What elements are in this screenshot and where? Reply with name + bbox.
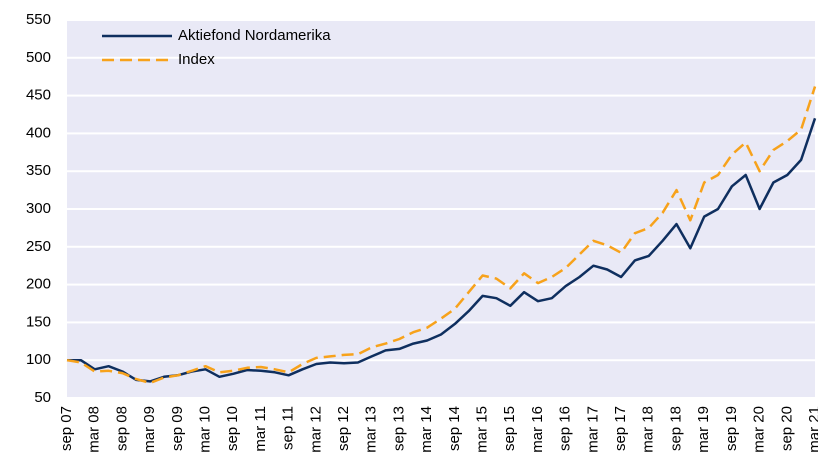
x-tick-label: sep 14 [446,406,463,451]
x-tick-label: sep 08 [113,406,130,451]
x-tick-label: mar 20 [751,406,768,453]
y-tick-label: 400 [26,124,51,141]
x-tick-label: sep 20 [778,406,795,451]
x-tick-label: sep 10 [224,406,241,451]
x-tick-label: mar 09 [141,406,158,453]
y-tick-label: 100 [26,351,51,368]
x-tick-label: mar 16 [529,406,546,453]
y-tick-label: 250 [26,238,51,255]
y-tick-label: 450 [26,87,51,104]
x-tick-label: mar 21 [806,406,818,453]
x-tick-label: sep 15 [501,406,518,451]
x-tick-label: mar 13 [363,406,380,453]
legend-label: Aktiefond Nordamerika [178,27,331,44]
x-tick-label: sep 17 [612,406,629,451]
y-tick-label: 150 [26,313,51,330]
x-tick-label: mar 14 [418,406,435,453]
y-tick-label: 50 [34,389,51,406]
x-tick-label: sep 18 [667,406,684,451]
legend-label: Index [178,51,215,68]
x-tick-label: sep 12 [335,406,352,451]
x-tick-label: mar 15 [474,406,491,453]
x-tick-label: mar 19 [695,406,712,453]
y-tick-label: 200 [26,276,51,293]
x-tick-label: mar 12 [307,406,324,453]
y-tick-label: 500 [26,49,51,66]
x-tick-label: mar 08 [86,406,103,453]
x-tick-label: sep 07 [58,406,75,451]
y-tick-label: 550 [26,11,51,28]
x-tick-label: sep 11 [280,406,297,450]
y-tick-label: 300 [26,200,51,217]
y-tick-label: 350 [26,162,51,179]
x-tick-label: mar 18 [640,406,657,453]
series-line [66,86,817,385]
x-tick-label: sep 09 [169,406,186,451]
x-tick-label: mar 10 [196,406,213,453]
x-tick-label: mar 11 [252,406,269,452]
x-tick-label: sep 19 [723,406,740,451]
x-tick-label: sep 16 [557,406,574,451]
x-tick-label: sep 13 [390,406,407,451]
x-tick-label: mar 17 [584,406,601,453]
